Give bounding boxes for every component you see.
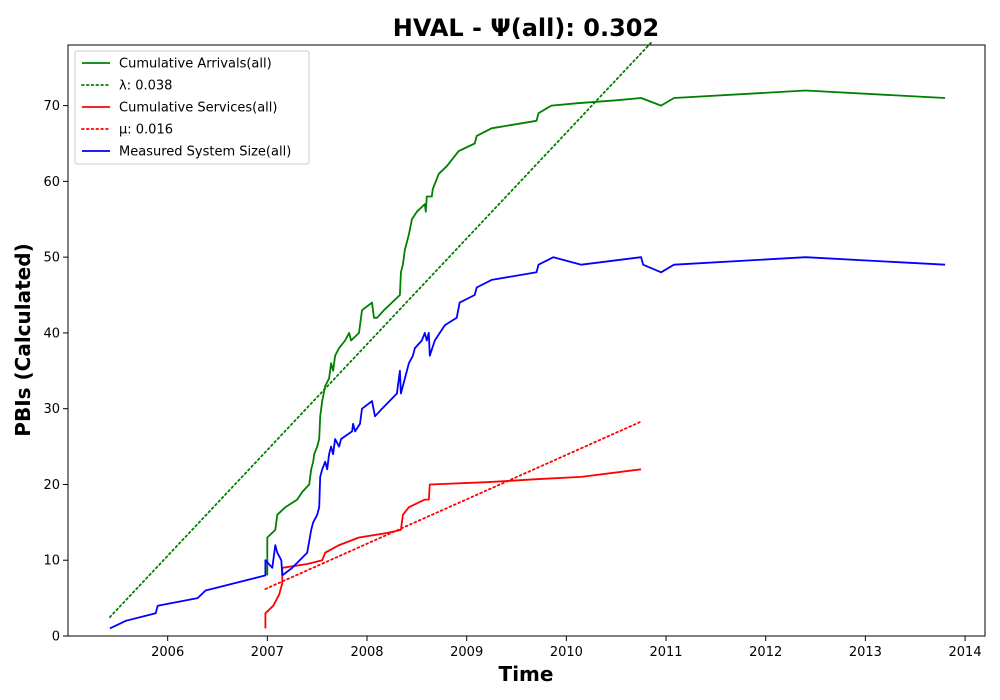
- x-tick-label: 2008: [350, 645, 383, 660]
- y-tick-label: 20: [43, 478, 60, 493]
- x-tick-label: 2006: [151, 645, 184, 660]
- x-tick-label: 2009: [450, 645, 483, 660]
- series-line-3: [264, 420, 642, 590]
- y-axis-label: PBIs (Calculated): [11, 243, 35, 436]
- x-axis-label: Time: [499, 662, 554, 686]
- y-tick-label: 30: [43, 402, 60, 417]
- legend-label-4: Measured System Size(all): [119, 145, 291, 160]
- legend-label-1: λ: 0.038: [119, 79, 172, 94]
- y-axis-ticks: 0 10 20 30 40 50 60 70: [43, 99, 68, 645]
- series-layer: [109, 41, 946, 630]
- series-line-0: [266, 89, 946, 576]
- legend-items: Cumulative Arrivals(all) λ: 0.038 Cumulati…: [81, 57, 291, 160]
- x-tick-label: 2013: [849, 645, 882, 660]
- legend-label-2: Cumulative Services(all): [119, 101, 277, 116]
- x-tick-label: 2011: [649, 645, 682, 660]
- y-tick-label: 10: [43, 554, 60, 569]
- x-tick-label: 2012: [749, 645, 782, 660]
- y-tick-label: 50: [43, 251, 60, 266]
- y-tick-label: 40: [43, 326, 60, 341]
- series-line-1: [109, 41, 652, 618]
- y-tick-label: 70: [43, 99, 60, 114]
- x-axis-ticks: 2006 2007 2008 2009 2010 2011 2012 2013 2014: [151, 636, 982, 660]
- legend-box: [74, 50, 310, 165]
- plot-area-frame: [67, 44, 986, 637]
- x-tick-label: 2010: [550, 645, 583, 660]
- series-line-2: [264, 468, 642, 629]
- legend: Cumulative Arrivals(all) λ: 0.038 Cumulati…: [74, 50, 310, 165]
- legend-label-0: Cumulative Arrivals(all): [119, 57, 272, 72]
- x-tick-label: 2007: [251, 645, 284, 660]
- y-tick-label: 0: [52, 630, 60, 645]
- chart-title: HVAL - Ψ(all): 0.302: [393, 14, 659, 42]
- series-line-4: [109, 256, 946, 630]
- y-tick-label: 60: [43, 175, 60, 190]
- legend-label-3: μ: 0.016: [119, 123, 173, 138]
- x-tick-label: 2014: [949, 645, 982, 660]
